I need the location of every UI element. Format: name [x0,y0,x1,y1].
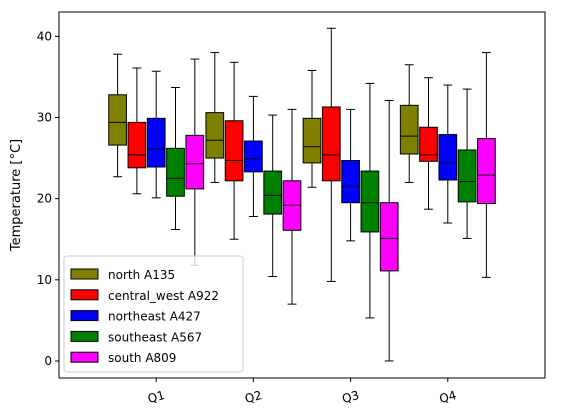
legend-label: north A135 [108,268,175,282]
x-tick-label: Q2 [243,388,263,406]
box-iqr [166,147,185,197]
box-iqr [477,138,496,205]
box-iqr [224,120,244,182]
box-iqr [379,202,399,272]
box-iqr [146,117,166,168]
box-iqr [419,126,438,162]
legend-swatch [70,268,99,280]
boxes-layer [108,27,496,362]
box-Q1-2 [146,70,166,199]
box-Q2-0 [205,52,225,183]
box-iqr [302,117,322,164]
box-iqr [399,104,419,155]
legend-swatch [70,330,99,342]
box-Q4-4 [477,52,496,278]
box-Q3-1 [321,27,341,282]
box-Q4-0 [399,64,419,183]
box-Q2-3 [263,114,283,278]
box-iqr [341,160,360,204]
box-iqr [438,134,458,181]
box-Q3-2 [341,108,360,242]
legend-swatch [70,289,99,301]
box-Q1-0 [108,53,127,178]
plot-frame [58,11,546,379]
box-iqr [244,140,263,173]
x-tick-label: Q1 [146,388,166,406]
legend-label: south A809 [108,351,176,365]
box-iqr [360,170,380,233]
legend-label: southeast A567 [108,330,202,344]
box-iqr [263,170,283,215]
box-Q2-4 [282,108,302,305]
y-axis-label: Temperature [°C] [9,139,24,252]
y-tick-label: 30 [37,110,52,124]
box-Q1-1 [127,67,147,195]
x-tick-label: Q4 [438,388,458,406]
box-iqr [108,94,127,146]
box-iqr [127,121,147,169]
x-tick-label: Q3 [341,388,361,406]
legend-frame [63,255,244,373]
y-axis: 0 10 20 30 40 [37,29,59,368]
box-Q4-1 [419,77,438,210]
legend-label: northeast A427 [108,310,201,324]
y-tick-label: 40 [37,29,52,43]
box-Q3-4 [379,99,399,362]
y-tick-label: 10 [37,273,52,287]
box-Q4-3 [457,88,477,239]
box-Q2-1 [224,61,244,240]
y-tick-label: 0 [44,354,52,368]
box-iqr [457,149,477,203]
legend-swatch [70,351,99,363]
y-tick-label: 20 [37,192,52,206]
box-Q2-2 [244,95,263,218]
box-iqr [205,112,225,159]
box-Q1-3 [166,86,185,230]
legend: north A135 central_west A922 northeast A42… [63,255,244,373]
box-Q4-2 [438,84,458,224]
box-Q3-0 [302,69,322,188]
box-Q1-4 [185,58,205,266]
box-iqr [185,134,205,190]
legend-swatch [70,310,99,322]
legend-label: central_west A922 [108,289,219,303]
x-axis: Q1 Q2 Q3 Q4 [146,378,458,406]
box-Q3-3 [360,82,380,319]
box-iqr [321,106,341,182]
